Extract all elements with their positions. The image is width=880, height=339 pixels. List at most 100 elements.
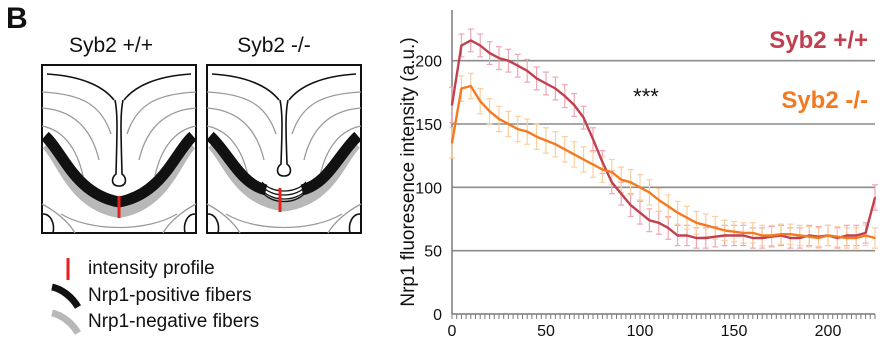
data-point xyxy=(601,161,604,163)
midline-structure xyxy=(42,73,196,234)
brain-schematic-wildtype xyxy=(41,64,197,234)
midline-structure xyxy=(207,73,361,234)
data-point xyxy=(564,95,566,97)
data-point xyxy=(658,199,660,201)
y-tick-label: 0 xyxy=(433,307,442,324)
y-tick-label: 50 xyxy=(424,244,442,261)
data-point xyxy=(799,234,801,237)
data-point xyxy=(535,135,538,138)
data-point xyxy=(695,222,698,224)
data-point xyxy=(582,116,585,119)
data-point xyxy=(836,235,839,238)
data-point xyxy=(526,130,528,133)
legend-nrp1-positive: Nrp1-positive fibers xyxy=(48,281,252,311)
data-point xyxy=(629,204,632,206)
data-point xyxy=(705,224,707,227)
data-point xyxy=(742,232,745,234)
legend-entry: Syb2 -/- xyxy=(781,87,868,114)
data-point xyxy=(629,181,632,184)
data-point xyxy=(752,237,754,239)
data-point xyxy=(770,234,773,237)
data-point xyxy=(846,237,848,239)
data-point xyxy=(695,237,698,239)
schematic-title-wildtype: Syb2 +/+ xyxy=(68,34,154,57)
data-point xyxy=(667,227,669,229)
legend-label: Nrp1-negative fibers xyxy=(88,311,260,332)
data-point xyxy=(864,232,867,234)
data-point xyxy=(808,235,810,238)
data-point xyxy=(573,153,575,156)
data-point xyxy=(611,171,613,173)
data-point xyxy=(855,237,857,239)
data-point xyxy=(686,234,688,237)
data-point xyxy=(639,211,641,214)
data-point xyxy=(582,158,585,161)
data-point xyxy=(817,237,820,239)
brain-schematic-knockout xyxy=(206,64,362,234)
data-point xyxy=(676,211,679,214)
data-point xyxy=(498,118,500,120)
data-point xyxy=(479,44,481,47)
legend-intensity-profile: intensity profile xyxy=(48,254,215,284)
data-point xyxy=(554,143,557,146)
data-point xyxy=(742,234,745,237)
intensity-profile-swatch xyxy=(66,258,70,280)
outline-fibers xyxy=(41,91,197,234)
data-point xyxy=(676,234,679,237)
data-point xyxy=(535,77,538,80)
data-point xyxy=(658,222,660,224)
data-point xyxy=(686,216,688,219)
data-point xyxy=(789,233,792,235)
y-tick-label: 200 xyxy=(415,54,442,71)
thin-crossing-fibers xyxy=(261,181,307,203)
data-point xyxy=(667,205,669,208)
schematic-title-knockout: Syb2 -/- xyxy=(237,34,311,57)
data-point xyxy=(752,232,754,234)
data-point xyxy=(498,57,500,59)
series-line-knockout xyxy=(450,84,876,240)
data-point xyxy=(451,142,453,144)
data-point xyxy=(799,237,801,239)
series-line-wildtype xyxy=(450,39,877,240)
data-point xyxy=(545,139,547,142)
data-point xyxy=(517,128,519,130)
data-point xyxy=(846,234,848,237)
data-point xyxy=(507,123,510,125)
x-tick-label: 100 xyxy=(627,323,654,339)
legend-entry: Syb2 +/+ xyxy=(769,27,868,54)
data-point xyxy=(592,163,594,166)
outline-fibers xyxy=(206,91,362,234)
data-point xyxy=(723,234,726,237)
data-point xyxy=(648,219,651,222)
data-point xyxy=(714,227,716,229)
x-tick-label: 150 xyxy=(721,323,748,339)
data-point xyxy=(714,235,716,238)
data-point xyxy=(564,148,566,151)
data-point xyxy=(761,237,763,239)
data-point xyxy=(874,237,876,239)
data-point xyxy=(648,191,651,194)
legend-label: Nrp1-positive fibers xyxy=(88,285,252,306)
nrp1-positive-band xyxy=(206,131,362,196)
data-point xyxy=(874,196,876,199)
data-point xyxy=(864,234,867,237)
y-tick-label: 100 xyxy=(415,180,442,197)
data-point xyxy=(470,85,472,87)
data-point xyxy=(470,39,472,42)
data-point xyxy=(592,138,594,140)
data-point xyxy=(488,110,491,113)
nrp1-negative-swatch xyxy=(51,309,82,335)
data-point xyxy=(460,44,463,47)
legend-nrp1-negative: Nrp1-negative fibers xyxy=(48,307,259,337)
data-point xyxy=(526,70,528,72)
significance-annotation: *** xyxy=(633,84,659,109)
data-point xyxy=(780,233,782,235)
data-point xyxy=(554,87,557,90)
nrp1-positive-swatch xyxy=(51,283,82,309)
x-tick-label: 0 xyxy=(448,323,457,339)
panel-letter: B xyxy=(6,2,28,35)
data-point xyxy=(517,64,519,67)
data-point xyxy=(545,82,547,85)
data-point xyxy=(761,234,763,237)
